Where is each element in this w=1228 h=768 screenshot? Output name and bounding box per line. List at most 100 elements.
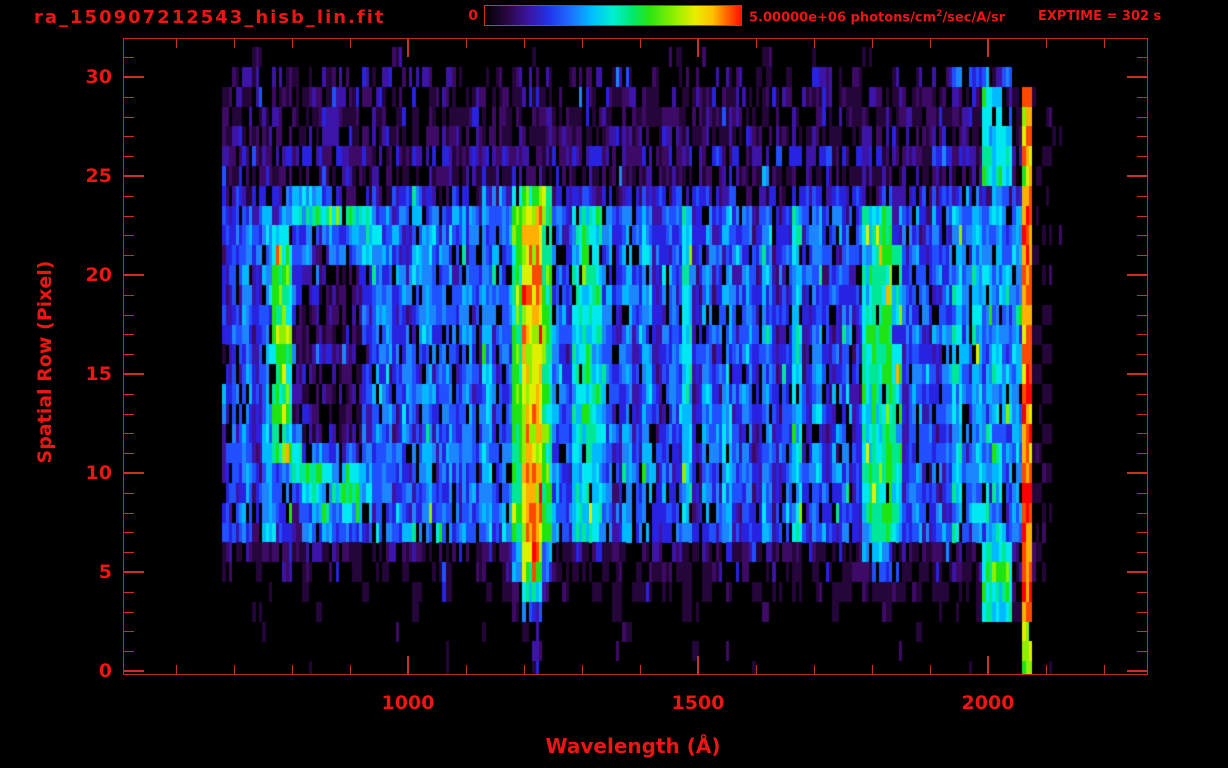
colorbar-units-suffix: /sec/A/sr	[942, 10, 1006, 26]
axis-tick	[124, 552, 134, 553]
axis-tick	[124, 373, 144, 375]
axis-tick	[872, 39, 873, 48]
axis-tick	[1127, 274, 1147, 276]
axis-tick	[930, 39, 931, 48]
axis-tick	[1137, 592, 1147, 593]
axis-tick	[1137, 196, 1147, 197]
axis-tick	[350, 39, 351, 48]
axis-tick	[124, 394, 134, 395]
axis-tick	[1137, 117, 1147, 118]
axis-tick	[814, 665, 815, 674]
y-tick-label: 10	[85, 462, 112, 484]
axis-tick	[1127, 175, 1147, 177]
axis-tick	[1137, 513, 1147, 514]
axis-tick	[1137, 354, 1147, 355]
axis-tick	[524, 665, 525, 674]
axis-tick	[124, 274, 144, 276]
axis-tick	[124, 196, 134, 197]
axis-tick	[697, 656, 699, 674]
colorbar-min-label: 0	[468, 8, 478, 24]
axis-tick	[756, 665, 757, 674]
axis-tick	[124, 513, 134, 514]
axis-tick	[124, 453, 134, 454]
axis-tick	[1137, 97, 1147, 98]
axis-tick	[1137, 315, 1147, 316]
x-tick-label: 1000	[381, 692, 435, 714]
axis-tick	[582, 39, 583, 48]
y-axis-title: Spatial Row (Pixel)	[34, 260, 56, 464]
axis-tick	[1127, 571, 1147, 573]
axis-tick	[124, 315, 134, 316]
colorbar-gradient	[484, 5, 742, 26]
axis-tick	[582, 665, 583, 674]
axis-tick	[1104, 665, 1105, 674]
axis-tick	[1137, 156, 1147, 157]
axis-tick	[124, 216, 134, 217]
axis-tick	[350, 665, 351, 674]
plot-frame	[123, 38, 1148, 675]
axis-tick	[640, 39, 641, 48]
axis-tick	[124, 235, 134, 236]
exptime-label: EXPTIME = 302 s	[1038, 9, 1162, 24]
axis-tick	[124, 433, 134, 434]
axis-tick	[124, 76, 144, 78]
axis-tick	[124, 354, 134, 355]
y-tick-label: 15	[85, 363, 112, 385]
axis-tick	[124, 117, 134, 118]
axis-tick	[234, 39, 235, 48]
axis-tick	[466, 665, 467, 674]
axis-tick	[124, 472, 144, 474]
axis-tick	[1127, 373, 1147, 375]
axis-tick	[756, 39, 757, 48]
axis-tick	[1137, 216, 1147, 217]
axis-tick	[1127, 670, 1147, 672]
axis-tick	[407, 656, 409, 674]
axis-tick	[987, 39, 989, 57]
axis-tick	[1137, 612, 1147, 613]
axis-tick	[1137, 532, 1147, 533]
y-tick-label: 0	[98, 660, 112, 682]
axis-tick	[124, 571, 144, 573]
x-tick-label: 1500	[671, 692, 725, 714]
axis-tick	[872, 665, 873, 674]
axis-tick	[124, 97, 134, 98]
axis-tick	[1137, 255, 1147, 256]
axis-tick	[1137, 433, 1147, 434]
y-tick-label: 20	[85, 264, 112, 286]
y-tick-label: 30	[85, 66, 112, 88]
axis-tick	[124, 670, 144, 672]
axis-tick	[124, 136, 134, 137]
axis-tick	[1137, 414, 1147, 415]
axis-tick	[124, 334, 134, 335]
axis-tick	[1046, 39, 1047, 48]
axis-tick	[176, 665, 177, 674]
axis-tick	[124, 532, 134, 533]
axis-tick	[1046, 665, 1047, 674]
y-tick-label: 25	[85, 165, 112, 187]
axis-tick	[234, 665, 235, 674]
x-tick-label: 2000	[961, 692, 1015, 714]
colorbar-max-value: 5.00000e+06 photons/cm	[749, 10, 937, 26]
axis-tick	[124, 631, 134, 632]
axis-tick	[1137, 295, 1147, 296]
axis-tick	[814, 39, 815, 48]
axis-tick	[1137, 57, 1147, 58]
axis-tick	[1137, 552, 1147, 553]
axis-tick	[1137, 651, 1147, 652]
axis-tick	[640, 665, 641, 674]
colorbar-max-label: 5.00000e+06 photons/cm2/sec/A/sr	[749, 9, 1005, 25]
axis-tick	[292, 665, 293, 674]
x-axis-title: Wavelength (Å)	[545, 734, 721, 758]
axis-tick	[1137, 453, 1147, 454]
axis-tick	[697, 39, 699, 57]
axis-tick	[930, 665, 931, 674]
axis-tick	[124, 255, 134, 256]
axis-tick	[466, 39, 467, 48]
axis-tick	[292, 39, 293, 48]
axis-tick	[124, 651, 134, 652]
axis-tick	[524, 39, 525, 48]
axis-tick	[1137, 394, 1147, 395]
axis-tick	[124, 493, 134, 494]
axis-tick	[1127, 472, 1147, 474]
